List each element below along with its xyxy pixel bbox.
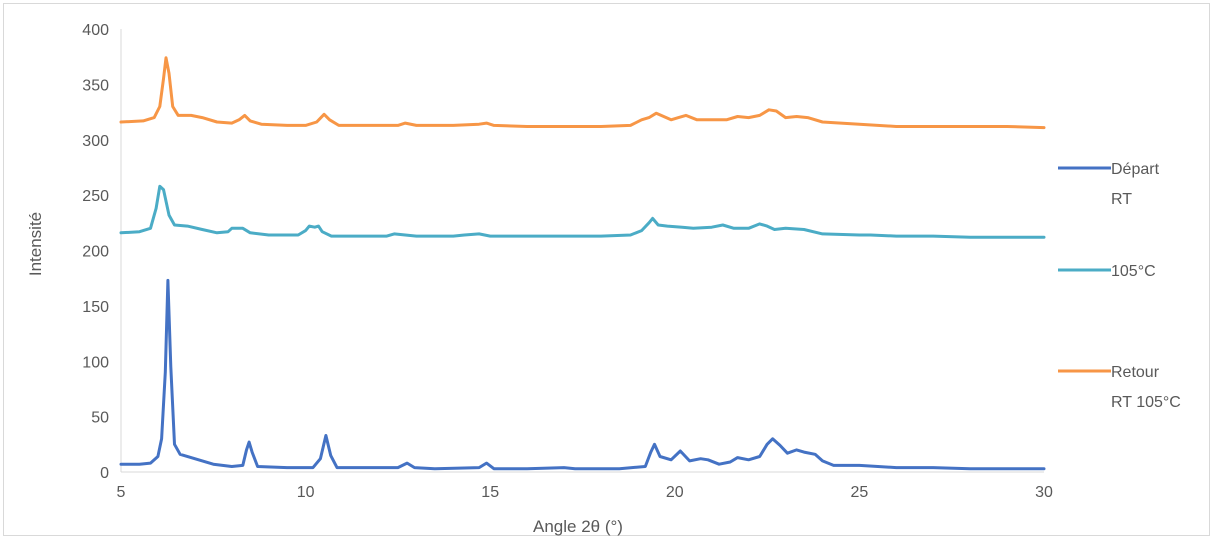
y-tick-label: 300 xyxy=(82,133,109,150)
x-axis-title: Angle 2θ (°) xyxy=(533,517,623,536)
y-tick-label: 250 xyxy=(82,188,109,205)
x-tick-label: 10 xyxy=(297,484,315,501)
plot-series xyxy=(119,56,1046,471)
y-tick-label: 100 xyxy=(82,354,109,371)
legend-label-2: 105°C xyxy=(1111,263,1156,280)
legend-label-1: RT xyxy=(1111,191,1132,208)
x-tick-label: 30 xyxy=(1035,484,1053,501)
y-tick-label: 150 xyxy=(82,299,109,316)
x-tick-label: 5 xyxy=(117,484,126,501)
y-tick-label: 400 xyxy=(82,22,109,39)
xrd-line-chart: 0 50 100 150 200 250 300 350 400 5 10 15 20 25 30 Dépa… xyxy=(26,22,1181,536)
y-tick-label: 50 xyxy=(91,410,109,427)
x-tick-label: 25 xyxy=(851,484,869,501)
chart-container: 0 50 100 150 200 250 300 350 400 5 10 15 20 25 30 Dépa… xyxy=(3,3,1210,536)
series-line-1 xyxy=(119,278,1046,471)
series-line-3 xyxy=(119,56,1046,130)
y-tick-label: 200 xyxy=(82,244,109,261)
legend: Départ RT 105°C Retour RT 105°C xyxy=(1058,161,1181,411)
x-tick-label: 15 xyxy=(481,484,499,501)
y-tick-label: 0 xyxy=(100,465,109,482)
y-axis-title: Intensité xyxy=(26,212,45,276)
series-line-2 xyxy=(119,184,1046,239)
legend-label-3: RT 105°C xyxy=(1111,394,1181,411)
legend-label-3: Retour xyxy=(1111,364,1160,381)
legend-label-1: Départ xyxy=(1111,161,1160,178)
y-tick-label: 350 xyxy=(82,77,109,94)
x-tick-label: 20 xyxy=(666,484,684,501)
axes: 0 50 100 150 200 250 300 350 400 5 10 15 20 25 30 xyxy=(82,22,1053,501)
